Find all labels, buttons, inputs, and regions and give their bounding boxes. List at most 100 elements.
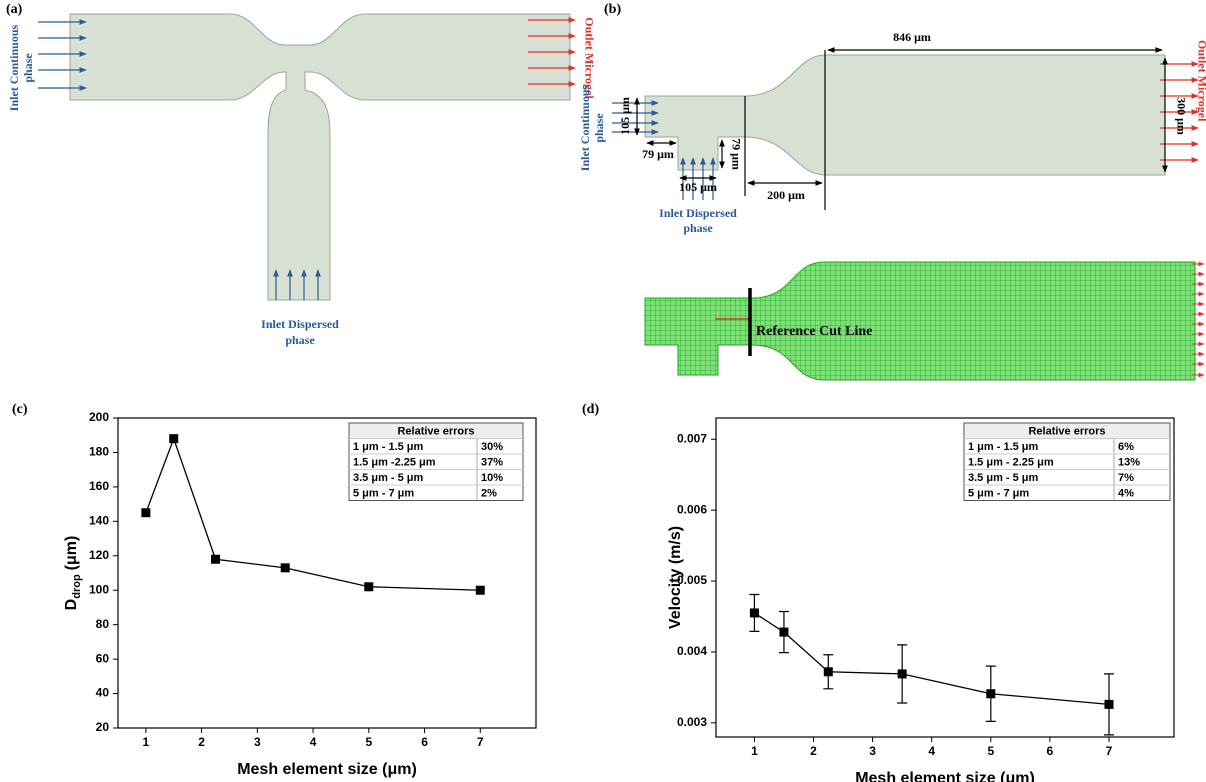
dimension-lines xyxy=(634,47,1168,210)
y-tick-label: 0.006 xyxy=(677,502,707,516)
table-cell: 1.5 μm -2.25 μm xyxy=(353,457,436,469)
inlet-arrows xyxy=(38,19,87,91)
y-tick-label: 200 xyxy=(89,410,109,424)
table-cell: 5 μm - 7 μm xyxy=(353,488,414,500)
outlet-arrows xyxy=(1192,261,1205,378)
y-label-sub: drop xyxy=(71,574,83,599)
panel-label: (c) xyxy=(12,402,28,417)
x-tick-label: 3 xyxy=(869,744,876,758)
x-tick-label: 6 xyxy=(421,735,428,749)
chart: (d) 0.003 0.004 0.005 0.006 0.007 1 2 3 4 5 6 7 Mesh … xyxy=(582,402,1175,782)
x-tick-label: 3 xyxy=(254,735,261,749)
dimension-label: 105 μm xyxy=(679,180,717,194)
table-cell: 13% xyxy=(1118,457,1140,469)
panel-label: (b) xyxy=(604,2,621,17)
y-tick-label: 140 xyxy=(89,514,109,528)
data-point xyxy=(211,554,221,564)
table-cell: 1.5 μm - 2.25 μm xyxy=(968,457,1054,469)
table-cell: 37% xyxy=(481,457,503,469)
data-point xyxy=(280,563,290,573)
dimension-label: 105 μm xyxy=(618,97,632,135)
data-point xyxy=(364,582,374,592)
table-cell: 3.5 μm - 5 μm xyxy=(968,472,1039,484)
y-tick-label: 180 xyxy=(89,445,109,459)
x-tick-label: 5 xyxy=(365,735,372,749)
dispersed-label: phase xyxy=(285,333,315,347)
data-point xyxy=(1104,699,1114,709)
x-tick-label: 2 xyxy=(198,735,205,749)
y-axis-label: Ddrop (μm) xyxy=(63,536,83,611)
y-axis-label: Velocity (m/s) xyxy=(667,526,684,629)
dispersed-label: Inlet Dispersed xyxy=(659,206,737,220)
y-tick-label: 120 xyxy=(89,548,109,562)
data-line xyxy=(754,612,1110,706)
table-cell: 7% xyxy=(1118,472,1134,484)
panel-b: (b) 846 μm 300 μm 105 μm 79 μm 79 μm 105… xyxy=(578,2,1206,381)
dimension-label: 200 μm xyxy=(767,188,805,202)
panel-label: (d) xyxy=(582,402,599,417)
x-axis-label: Mesh element size (μm) xyxy=(237,761,417,778)
y-tick-label: 0.004 xyxy=(677,644,707,658)
table-cell: 6% xyxy=(1118,441,1134,453)
chart: (c) 20 40 60 80 100 120 140 160 180 200 1 2 3 4 5 6 7 Mesh… xyxy=(12,402,537,778)
x-tick-label: 7 xyxy=(477,735,484,749)
table-title: Relative errors xyxy=(397,426,474,438)
dimension-label: 300 μm xyxy=(1174,97,1188,135)
plot-frame xyxy=(715,417,1175,738)
inlet-label: phase xyxy=(592,113,606,143)
channel xyxy=(69,13,571,301)
dispersed-label: phase xyxy=(683,221,713,235)
x-tick-label: 5 xyxy=(987,744,994,758)
y-tick-label: 0.005 xyxy=(677,573,707,587)
table-cell: 10% xyxy=(481,472,503,484)
y-tick-label: 80 xyxy=(96,617,110,631)
outlet-label: Outlet Microgel xyxy=(1195,40,1206,122)
x-tick-label: 4 xyxy=(310,735,317,749)
inlet-label: phase xyxy=(21,53,35,83)
data-point xyxy=(986,689,996,699)
data-point xyxy=(823,667,833,677)
y-tick-label: 40 xyxy=(96,686,110,700)
data-point xyxy=(141,508,151,518)
table-cell: 1 μm - 1.5 μm xyxy=(968,441,1039,453)
y-tick-label: 100 xyxy=(89,582,109,596)
table-cell: 5 μm - 7 μm xyxy=(968,488,1029,500)
y-tick-label: 60 xyxy=(96,651,110,665)
y-label-main: Velocity (m/s) xyxy=(667,526,684,629)
table-cell: 30% xyxy=(481,441,503,453)
y-label-unit: (μm) xyxy=(63,536,80,571)
dimension-label: 79 μm xyxy=(729,138,743,170)
x-tick-label: 6 xyxy=(1047,744,1054,758)
x-tick-label: 4 xyxy=(928,744,935,758)
y-tick-label: 160 xyxy=(89,479,109,493)
dispersed-label: Inlet Dispersed xyxy=(261,317,339,331)
table-cell: 2% xyxy=(481,488,497,500)
data-point xyxy=(897,669,907,679)
plot-frame xyxy=(117,417,537,729)
dimension-label: 846 μm xyxy=(893,30,931,44)
x-tick-label: 1 xyxy=(751,744,758,758)
dimension-label: 79 μm xyxy=(642,147,674,161)
table-cell: 1 μm - 1.5 μm xyxy=(353,441,424,453)
y-tick-label: 20 xyxy=(96,720,110,734)
y-tick-label: 0.003 xyxy=(677,715,707,729)
table-cell: 4% xyxy=(1118,488,1134,500)
table-cell: 3.5 μm - 5 μm xyxy=(353,472,424,484)
cut-line-label: Reference Cut Line xyxy=(756,324,872,339)
outlet-arrows xyxy=(528,17,576,87)
dispersed-arrows xyxy=(273,269,321,300)
inlet-label: Inlet Continuous xyxy=(578,84,592,171)
mesh xyxy=(644,261,1196,381)
data-point xyxy=(779,627,789,637)
data-point xyxy=(475,585,485,595)
inlet-label: Inlet Continuous xyxy=(7,24,21,111)
panel-label: (a) xyxy=(6,2,23,17)
channel xyxy=(644,54,1166,176)
panel-a: (a) Inlet Continuous phase Outlet Microg… xyxy=(6,2,596,347)
data-point xyxy=(749,608,759,618)
x-tick-label: 1 xyxy=(143,735,150,749)
data-line xyxy=(145,436,481,591)
y-label-main: D xyxy=(63,599,80,611)
x-axis-label: Mesh element size (μm) xyxy=(855,770,1035,782)
